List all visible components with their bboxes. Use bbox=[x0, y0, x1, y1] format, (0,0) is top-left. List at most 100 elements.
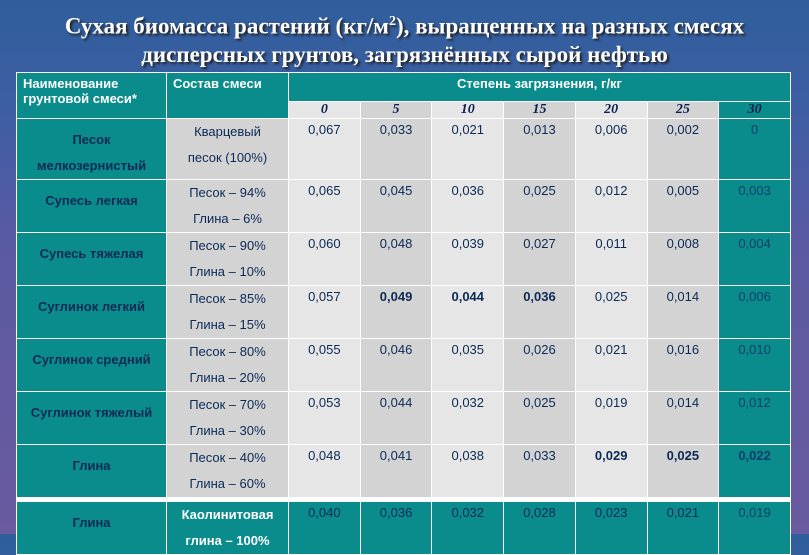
level-header: 20 bbox=[574, 101, 648, 119]
soil-name: Суглинок тяжелый bbox=[16, 391, 167, 445]
value-cell: 0,065 bbox=[288, 179, 361, 233]
value-cell: 0,055 bbox=[288, 338, 361, 392]
title-text-end: ), выращенных на разных смесях bbox=[395, 13, 745, 39]
value-cell: 0,039 bbox=[431, 232, 505, 286]
value-cell: 0,040 bbox=[288, 497, 361, 555]
level-header: 10 bbox=[431, 101, 505, 119]
table-row: Суглинок легкий Песок – 85% Глина – 15% 0,0… bbox=[16, 285, 791, 339]
header-degree: Степень загрязнения, г/кг bbox=[288, 72, 791, 102]
value-cell: 0,010 bbox=[718, 338, 791, 392]
composition-line-2: Глина – 15% bbox=[189, 317, 266, 332]
value-cell: 0,033 bbox=[359, 118, 433, 180]
composition-line-2: Глина – 6% bbox=[193, 211, 262, 226]
value-cell: 0,036 bbox=[431, 179, 505, 233]
value-cell: 0,006 bbox=[574, 118, 648, 180]
value-cell: 0,048 bbox=[288, 444, 361, 500]
soil-name: Суглинок средний bbox=[16, 338, 167, 392]
value-cell: 0,036 bbox=[359, 497, 433, 555]
table-row: Суглинок средний Песок – 80% Глина – 20% 0,… bbox=[16, 338, 791, 392]
composition-line-1: Песок – 90% bbox=[189, 238, 266, 253]
composition-cell: Каолинитовая глина – 100% bbox=[166, 497, 289, 555]
value-cell: 0,033 bbox=[503, 444, 576, 500]
value-cell: 0,029 bbox=[574, 444, 648, 500]
composition-cell: Кварцевый песок (100%) bbox=[166, 118, 289, 180]
value-cell: 0,004 bbox=[718, 232, 791, 286]
value-cell: 0,012 bbox=[574, 179, 648, 233]
table-row: Глина Песок – 40% Глина – 60% 0,048 0,041 0,0… bbox=[16, 444, 791, 500]
value-cell: 0,048 bbox=[359, 232, 433, 286]
value-cell: 0,019 bbox=[718, 497, 791, 555]
value-cell: 0,035 bbox=[431, 338, 505, 392]
value-cell: 0,008 bbox=[646, 232, 720, 286]
value-cell: 0 bbox=[718, 118, 791, 180]
value-cell: 0,053 bbox=[288, 391, 361, 445]
table-row: Супесь тяжелая Песок – 90% Глина – 10% 0,06… bbox=[16, 232, 791, 286]
composition-cell: Песок – 80% Глина – 20% bbox=[166, 338, 289, 392]
level-header: 0 bbox=[288, 101, 361, 119]
value-cell: 0,027 bbox=[503, 232, 576, 286]
composition-line-1: Песок – 85% bbox=[189, 291, 266, 306]
soil-name: Песок мелкозернистый bbox=[16, 118, 167, 180]
composition-cell: Песок – 90% Глина – 10% bbox=[166, 232, 289, 286]
level-header: 30 bbox=[718, 101, 791, 119]
header-name: Наименование грунтовой смеси* bbox=[16, 72, 167, 119]
value-cell: 0,011 bbox=[574, 232, 648, 286]
value-cell: 0,021 bbox=[574, 338, 648, 392]
title-text: Сухая биомасса растений (кг/м bbox=[64, 13, 389, 39]
soil-name: Глина bbox=[16, 497, 167, 555]
value-cell: 0,038 bbox=[431, 444, 505, 500]
composition-line-1: Каолинитовая bbox=[181, 507, 274, 522]
level-header: 5 bbox=[359, 101, 433, 119]
slide-title: Сухая биомасса растений (кг/м2), выращен… bbox=[0, 8, 809, 69]
composition-cell: Песок – 70% Глина – 30% bbox=[166, 391, 289, 445]
composition-cell: Песок – 94% Глина – 6% bbox=[166, 179, 289, 233]
value-cell: 0,005 bbox=[646, 179, 720, 233]
value-cell: 0,002 bbox=[646, 118, 720, 180]
composition-line-2: Глина – 10% bbox=[189, 264, 266, 279]
value-cell: 0,026 bbox=[503, 338, 576, 392]
value-cell: 0,045 bbox=[359, 179, 433, 233]
value-cell: 0,022 bbox=[718, 444, 791, 500]
soil-name: Глина bbox=[16, 444, 167, 500]
value-cell: 0,049 bbox=[359, 285, 433, 339]
level-header: 25 bbox=[646, 101, 720, 119]
value-cell: 0,044 bbox=[431, 285, 505, 339]
value-cell: 0,003 bbox=[718, 179, 791, 233]
table-row: Глина Каолинитовая глина – 100% 0,040 0,036 0… bbox=[16, 497, 791, 555]
title-superscript: 2 bbox=[388, 14, 396, 29]
value-cell: 0,025 bbox=[646, 444, 720, 500]
value-cell: 0,060 bbox=[288, 232, 361, 286]
composition-line-1: Песок – 80% bbox=[189, 344, 266, 359]
value-cell: 0,044 bbox=[359, 391, 433, 445]
value-cell: 0,032 bbox=[431, 497, 505, 555]
table-row: Песок мелкозернистый Кварцевый песок (100%… bbox=[16, 118, 791, 180]
table-row: Суглинок тяжелый Песок – 70% Глина – 30% 0,… bbox=[16, 391, 791, 445]
soil-name: Суглинок легкий bbox=[16, 285, 167, 339]
soil-name: Супесь легкая bbox=[16, 179, 167, 233]
value-cell: 0,067 bbox=[288, 118, 361, 180]
value-cell: 0,028 bbox=[503, 497, 576, 555]
value-cell: 0,019 bbox=[574, 391, 648, 445]
composition-line-1: Песок – 94% bbox=[189, 185, 266, 200]
composition-cell: Песок – 85% Глина – 15% bbox=[166, 285, 289, 339]
composition-cell: Песок – 40% Глина – 60% bbox=[166, 444, 289, 500]
value-cell: 0,025 bbox=[503, 391, 576, 445]
value-cell: 0,006 bbox=[718, 285, 791, 339]
header-composition: Состав смеси bbox=[166, 72, 289, 119]
title-line-2: дисперсных грунтов, загрязнённых сырой н… bbox=[141, 41, 668, 67]
soil-name: Супесь тяжелая bbox=[16, 232, 167, 286]
value-cell: 0,013 bbox=[503, 118, 576, 180]
composition-line-1: Песок – 70% bbox=[189, 397, 266, 412]
value-cell: 0,021 bbox=[646, 497, 720, 555]
composition-line-1: Песок – 40% bbox=[189, 450, 266, 465]
value-cell: 0,025 bbox=[503, 179, 576, 233]
composition-line-1: Кварцевый bbox=[194, 124, 261, 139]
table-row: Супесь легкая Песок – 94% Глина – 6% 0,065 0… bbox=[16, 179, 791, 233]
value-cell: 0,025 bbox=[574, 285, 648, 339]
value-cell: 0,032 bbox=[431, 391, 505, 445]
biomass-table: Наименование грунтовой смеси* Состав сме… bbox=[16, 72, 791, 555]
value-cell: 0,021 bbox=[431, 118, 505, 180]
value-cell: 0,041 bbox=[359, 444, 433, 500]
level-header: 15 bbox=[503, 101, 576, 119]
composition-line-2: Глина – 30% bbox=[189, 423, 266, 438]
